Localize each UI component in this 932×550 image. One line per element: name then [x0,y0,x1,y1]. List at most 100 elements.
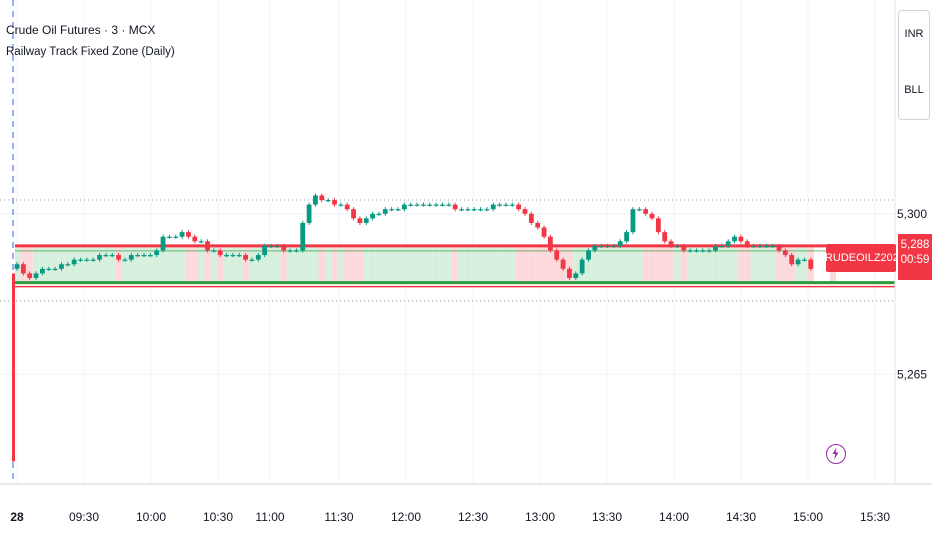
x-tick-label: 12:30 [458,510,488,524]
x-tick-label: 13:30 [592,510,622,524]
railway-zone [15,244,895,288]
candle-body [535,222,541,228]
candle-body [808,259,814,269]
zone-fill-segment [96,245,103,283]
candle-body [649,213,655,219]
zone-fill-segment [801,245,808,283]
zone-fill-segment [83,245,91,283]
candle-body [14,264,20,269]
zone-fill-segment [420,245,427,283]
zone-fill-segment [756,245,764,283]
candle-body [376,213,382,215]
zone-fill-segment [471,245,478,283]
candle-body [287,250,293,252]
candle-body [795,259,801,265]
x-tick-label: 10:00 [136,510,166,524]
candle-body [636,209,642,211]
zone-fill-segment [140,245,148,283]
zone-fill-segment [350,245,357,283]
candle-body [484,209,490,211]
zone-fill-segment [401,245,408,283]
candle-body [33,273,39,278]
zone-fill-segment [540,245,548,283]
candle-body [109,255,115,257]
zone-fill-segment [32,245,40,283]
zone-fill-segment [388,245,395,283]
zone-fill-segment [382,245,389,283]
candle-body [465,209,471,211]
zone-fill-segment [693,245,700,283]
symbol-title[interactable]: Crude Oil Futures · 3 · MCX [6,23,156,37]
zone-fill-segment [77,245,84,283]
unit-button[interactable]: BLL [904,84,924,96]
candle-body [319,195,325,201]
zone-fill-segment [655,245,662,283]
zone-fill-segment [712,245,719,283]
candle-body [452,204,458,210]
zone-fill-segment [204,245,211,283]
zone-fill-segment [261,245,268,283]
zone-fill-segment [458,245,465,283]
zone-fill-segment [477,245,484,283]
candle-body [351,209,356,219]
zone-fill-segment [648,245,656,283]
x-tick-label: 15:30 [860,510,890,524]
zone-fill-segment [178,245,186,283]
zone-fill-segment [705,245,713,283]
candle-body [802,259,807,261]
candle-body [700,250,706,252]
candle-body [395,209,401,211]
candle-first [12,273,15,462]
candle-body [211,250,217,252]
candle-body [421,204,426,206]
zone-fill-segment [128,245,135,283]
zone-fill-segment [699,245,706,283]
candle-body [135,255,141,257]
x-tick-label: 14:30 [726,510,756,524]
symbol-badge: CRUDEOILZ2025 [817,244,905,272]
candle-body [776,245,782,251]
zone-fill-segment [610,245,618,283]
zone-fill-segment [191,245,198,283]
zone-fill-segment [718,245,726,283]
candle-body [605,245,610,248]
zone-fill-segment [490,245,497,283]
candle-body [719,245,725,248]
candle-body [224,255,229,257]
zone-fill-segment [197,245,205,283]
zone-fill-segment [636,245,643,283]
candle-body [294,250,299,252]
candle-body [573,273,579,278]
zone-fill-segment [515,245,522,283]
zone-fill-segment [274,245,281,283]
zone-fill-segment [667,245,675,283]
candle-body [554,250,560,260]
zone-fill-segment [299,245,306,283]
indicator-name[interactable]: Railway Track Fixed Zone (Daily) [6,46,175,58]
zone-fill-segment [674,245,681,283]
candle-body [40,268,45,274]
candle-body [325,200,331,202]
zone-fill-segment [90,245,97,283]
x-tick-label: 15:00 [793,510,823,524]
currency-button[interactable]: INR [904,28,924,40]
candle-body [694,250,699,252]
candle-body [662,232,668,242]
zone-fill-segment [147,245,154,283]
zone-fill-segment [255,245,262,283]
candle-body [770,245,776,248]
candle-body [160,236,166,251]
candle-body [268,245,274,248]
zone-fill-segment [725,245,732,283]
chart-legend: Crude Oil Futures · 3 · MCX Railway Trac… [6,22,175,60]
zone-fill-segment [426,245,433,283]
x-tick-label: 13:00 [525,510,555,524]
lightning-icon[interactable] [826,444,846,464]
zone-fill-segment [566,245,573,283]
candle-body [643,209,649,214]
candle-body [306,204,312,223]
candle-body [122,259,128,261]
candle-body [97,255,102,260]
candle-body [236,255,242,257]
